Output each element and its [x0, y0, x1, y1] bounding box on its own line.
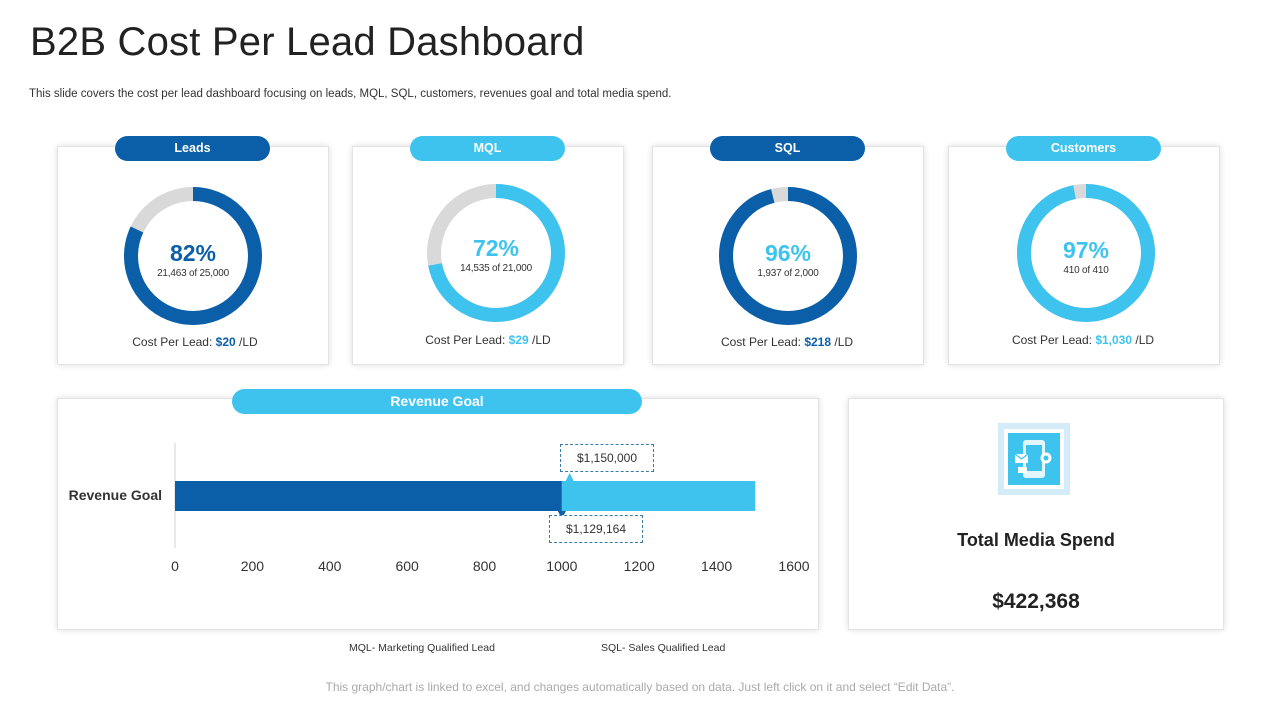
donut-mql — [427, 184, 565, 322]
x-tick-label: 800 — [473, 558, 497, 574]
kpi-detail-leads: 21,463 of 25,000 — [157, 268, 229, 279]
x-tick-label: 1000 — [546, 558, 577, 574]
legend-mql: MQL- Marketing Qualified Lead — [349, 642, 495, 654]
annotation-below: $1,129,164 — [549, 515, 643, 543]
donut-sql — [719, 187, 857, 325]
page-title: B2B Cost Per Lead Dashboard — [30, 20, 585, 64]
donut-arc-sql — [719, 187, 857, 325]
media-spend-value: $422,368 — [992, 590, 1080, 613]
kpi-cpl-sql: Cost Per Lead: $218 /LD — [720, 335, 854, 349]
kpi-detail-sql: 1,937 of 2,000 — [757, 268, 819, 279]
donut-arc-leads — [124, 187, 262, 325]
x-tick-label: 1200 — [624, 558, 655, 574]
x-tick-label: 0 — [171, 558, 179, 574]
kpi-cpl-leads: Cost Per Lead: $20 /LD — [132, 335, 258, 349]
kpi-pill-mql: MQL — [410, 136, 565, 161]
donut-arc-customers — [1017, 184, 1155, 322]
kpi-card-mql — [352, 146, 624, 365]
revenue-goal-pill: Revenue Goal — [232, 389, 642, 414]
kpi-card-customers — [948, 146, 1220, 365]
kpi-cpl-customers: Cost Per Lead: $1,030 /LD — [1011, 333, 1155, 347]
kpi-card-sql — [652, 146, 924, 365]
revenue-goal-chart: Revenue Goal 0 200 400 600 800 1000 1200 1400 160… — [69, 443, 810, 574]
donut-arc-mql — [427, 184, 565, 322]
annotation-above: $1,150,000 — [560, 444, 654, 472]
x-tick-label: 1600 — [778, 558, 809, 574]
mobile-marketing-icon — [998, 423, 1070, 495]
x-tick-label: 400 — [318, 558, 342, 574]
annotation-pointer-above — [565, 473, 574, 481]
kpi-percent-customers: 97% — [1062, 237, 1110, 263]
legend-sql: SQL- Sales Qualified Lead — [601, 642, 726, 654]
donut-customers — [1017, 184, 1155, 322]
kpi-percent-leads: 82% — [169, 240, 217, 266]
category-label: Revenue Goal — [69, 487, 162, 503]
kpi-pill-customers: Customers — [1006, 136, 1161, 161]
media-spend-title: Total Media Spend — [957, 530, 1115, 550]
kpi-detail-customers: 410 of 410 — [1063, 265, 1109, 276]
kpi-detail-mql: 14,535 of 21,000 — [460, 263, 532, 274]
donut-leads — [124, 187, 262, 325]
bar-segment-1 — [561, 481, 756, 511]
revenue-goal-card — [57, 398, 819, 630]
x-tick-label: 200 — [241, 558, 265, 574]
kpi-cpl-mql: Cost Per Lead: $29 /LD — [425, 333, 551, 347]
footer-note: This graph/chart is linked to excel, and… — [325, 680, 955, 694]
x-tick-label: 1400 — [701, 558, 732, 574]
kpi-card-leads — [57, 146, 329, 365]
kpi-pill-sql: SQL — [710, 136, 865, 161]
x-tick-label: 600 — [395, 558, 419, 574]
kpi-pill-leads: Leads — [115, 136, 270, 161]
kpi-percent-sql: 96% — [764, 240, 812, 266]
page-subtitle: This slide covers the cost per lead dash… — [29, 88, 672, 100]
bar-segment-0 — [175, 481, 562, 511]
kpi-percent-mql: 72% — [472, 235, 520, 261]
